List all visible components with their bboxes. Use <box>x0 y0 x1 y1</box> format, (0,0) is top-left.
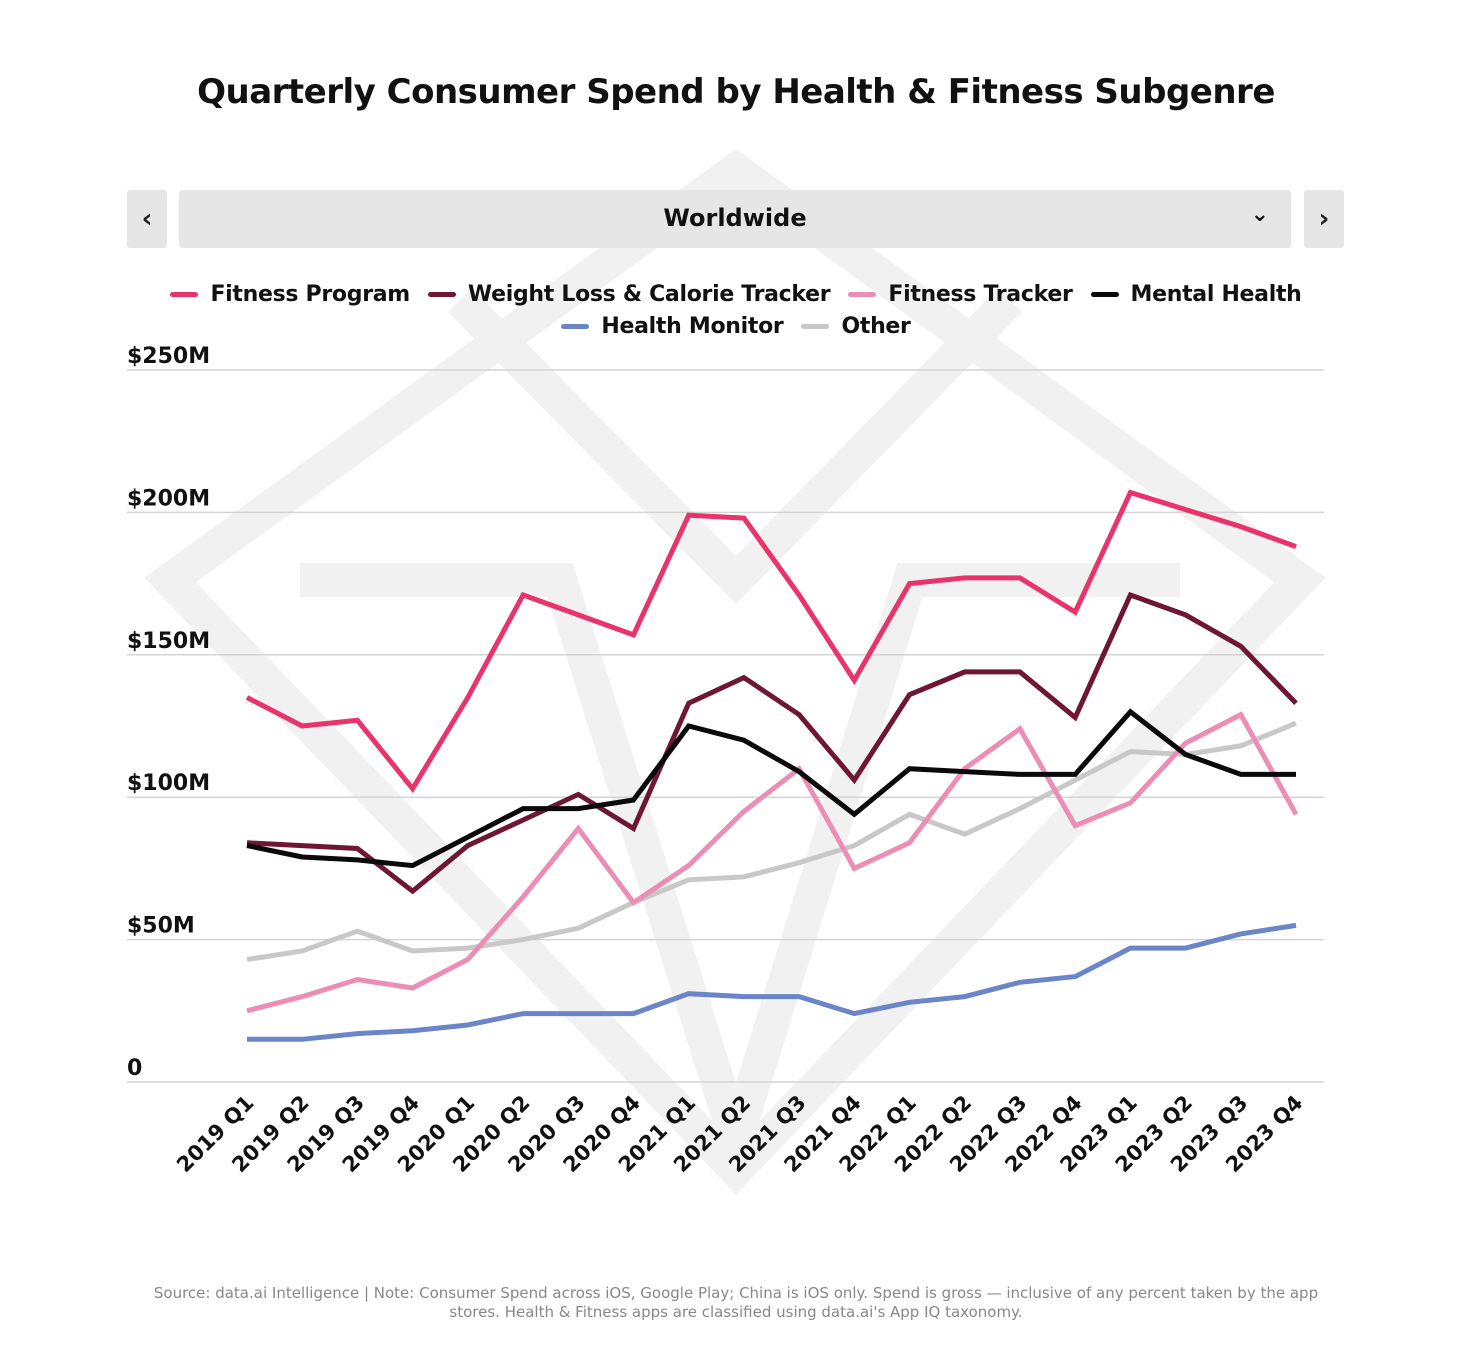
series-line-mental-health <box>246 708 1296 869</box>
legend-row-2: Health Monitor Other <box>0 310 1472 342</box>
series-line-weight-loss-calorie-tracker <box>246 591 1298 895</box>
series-line-other <box>246 720 1297 962</box>
legend-item-weight-loss[interactable]: Weight Loss & Calorie Tracker <box>427 281 831 307</box>
legend-item-fitness-program[interactable]: Fitness Program <box>170 281 410 307</box>
y-tick-label: $250M <box>127 344 210 369</box>
chevron-left-icon: ‹ <box>141 204 153 234</box>
y-tick-label: $50M <box>127 914 195 939</box>
legend-item-fitness-tracker[interactable]: Fitness Tracker <box>848 281 1073 307</box>
series-line-fitness-program <box>245 489 1297 794</box>
next-region-button[interactable]: › <box>1304 190 1344 248</box>
legend-swatch <box>170 291 199 297</box>
legend-label: Other <box>841 313 911 339</box>
legend-item-health-monitor[interactable]: Health Monitor <box>561 313 784 339</box>
source-note: Source: data.ai Intelligence | Note: Con… <box>153 1284 1319 1321</box>
legend-label: Fitness Tracker <box>888 281 1073 307</box>
chart-legend: Fitness Program Weight Loss & Calorie Tr… <box>0 278 1472 342</box>
legend-label: Mental Health <box>1130 281 1302 307</box>
legend-swatch <box>561 323 590 329</box>
y-tick-label: $150M <box>127 629 210 654</box>
y-tick-label: $100M <box>127 771 210 796</box>
legend-row-1: Fitness Program Weight Loss & Calorie Tr… <box>0 278 1472 310</box>
legend-swatch <box>801 323 830 329</box>
legend-label: Health Monitor <box>601 313 784 339</box>
region-selected-label: Worldwide <box>663 204 807 232</box>
series-line-fitness-tracker <box>246 711 1299 1014</box>
chevron-down-icon: ⌄ <box>1250 202 1269 227</box>
legend-label: Weight Loss & Calorie Tracker <box>467 281 831 307</box>
chevron-right-icon: › <box>1318 204 1330 234</box>
series-lines <box>245 489 1299 1042</box>
y-axis-labels: 0 $50M $100M $150M $200M $250M <box>127 344 210 1081</box>
legend-label: Fitness Program <box>210 281 410 307</box>
series-line-health-monitor <box>247 922 1297 1042</box>
y-tick-label: 0 <box>127 1056 142 1081</box>
prev-region-button[interactable]: ‹ <box>127 190 167 248</box>
legend-item-other[interactable]: Other <box>801 313 911 339</box>
legend-swatch <box>1090 291 1119 297</box>
region-dropdown[interactable]: Worldwide ⌄ <box>179 190 1291 248</box>
y-tick-label: $200M <box>127 486 210 511</box>
legend-swatch <box>848 291 877 297</box>
chart-title: Quarterly Consumer Spend by Health & Fit… <box>197 72 1275 112</box>
legend-item-mental-health[interactable]: Mental Health <box>1090 281 1302 307</box>
legend-swatch <box>427 291 456 297</box>
